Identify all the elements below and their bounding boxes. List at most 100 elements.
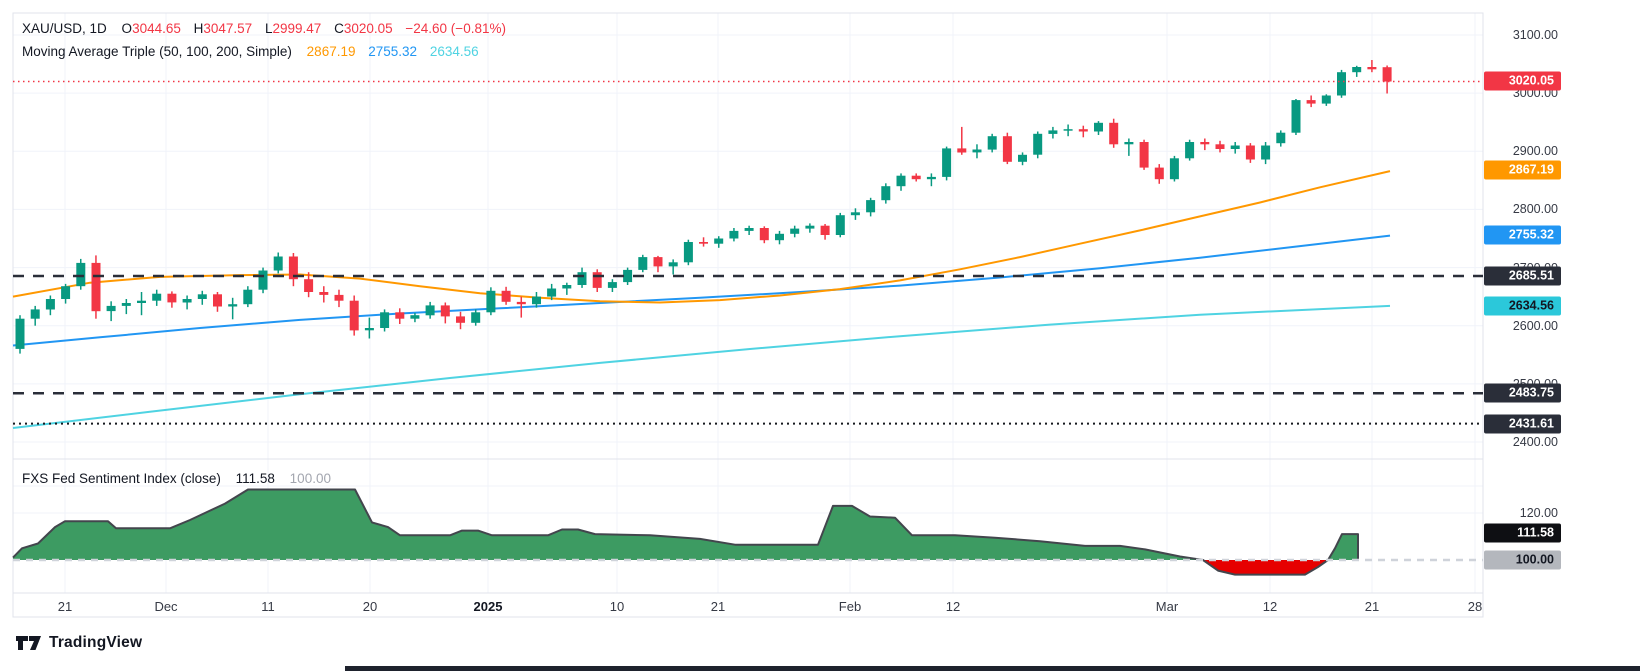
tradingview-footer[interactable]: TradingView	[15, 634, 142, 652]
sma50-line[interactable]	[12, 170, 1391, 304]
candle[interactable]	[1109, 118, 1119, 148]
candle[interactable]	[820, 224, 830, 240]
candle[interactable]	[1276, 130, 1286, 147]
candle[interactable]	[562, 282, 572, 295]
candle[interactable]	[850, 208, 860, 220]
candle[interactable]	[30, 305, 40, 326]
candle[interactable]	[45, 295, 55, 316]
time-axis-label[interactable]: 12	[945, 599, 961, 614]
time-axis-label[interactable]: 21	[1364, 599, 1380, 614]
candle[interactable]	[228, 297, 238, 320]
candle[interactable]	[319, 286, 329, 303]
candle[interactable]	[1169, 155, 1179, 182]
candle[interactable]	[15, 315, 25, 354]
candle[interactable]	[957, 126, 967, 155]
candle[interactable]	[1094, 121, 1103, 135]
candle[interactable]	[926, 173, 936, 187]
sentiment-legend[interactable]: FXS Fed Sentiment Index (close) 111.58 1…	[22, 471, 331, 486]
candle[interactable]	[425, 301, 435, 319]
candle[interactable]	[243, 286, 253, 308]
candle[interactable]	[273, 252, 283, 274]
candle[interactable]	[653, 255, 663, 273]
candle[interactable]	[1306, 95, 1316, 108]
candle[interactable]	[547, 283, 557, 301]
candle[interactable]	[668, 259, 678, 275]
candle[interactable]	[501, 286, 511, 305]
symbol-legend[interactable]: XAU/USD, 1D O3044.65 H3047.57 L2999.47 C…	[22, 21, 506, 36]
time-axis-label[interactable]: 12	[1262, 599, 1278, 614]
price-axis-badge[interactable]: 2755.32	[1484, 225, 1561, 245]
time-axis-label[interactable]: 10	[609, 599, 625, 614]
candle[interactable]	[516, 296, 526, 318]
candle[interactable]	[456, 311, 465, 330]
candle[interactable]	[744, 225, 754, 235]
candle[interactable]	[987, 133, 997, 153]
candle[interactable]	[881, 183, 891, 204]
candle[interactable]	[349, 295, 359, 336]
candle[interactable]	[1154, 164, 1164, 184]
sentiment-area-positive[interactable]	[13, 489, 1358, 575]
candle[interactable]	[440, 302, 450, 324]
candle[interactable]	[729, 228, 739, 242]
candle[interactable]	[364, 317, 374, 339]
candle[interactable]	[638, 254, 648, 273]
candle[interactable]	[805, 223, 815, 233]
candle[interactable]	[334, 289, 344, 308]
candle[interactable]	[1230, 142, 1240, 154]
time-axis-label[interactable]: 21	[57, 599, 73, 614]
price-axis-badge[interactable]: 2483.75	[1484, 383, 1561, 403]
candle[interactable]	[1139, 139, 1149, 170]
candle[interactable]	[1033, 131, 1043, 159]
candle[interactable]	[1382, 65, 1392, 94]
candle[interactable]	[1078, 125, 1088, 138]
candle[interactable]	[577, 267, 587, 288]
candle[interactable]	[197, 290, 207, 305]
candle[interactable]	[866, 197, 876, 217]
candle[interactable]	[258, 267, 268, 294]
sma100-line[interactable]	[12, 234, 1391, 347]
candle[interactable]	[1367, 60, 1377, 73]
price-axis-badge[interactable]: 111.58	[1484, 523, 1561, 543]
time-axis-label[interactable]: 2025	[473, 599, 503, 614]
price-axis-badge[interactable]: 2867.19	[1484, 160, 1561, 180]
candle[interactable]	[942, 146, 952, 181]
candle[interactable]	[137, 292, 146, 316]
candle[interactable]	[790, 225, 800, 238]
candle[interactable]	[213, 292, 222, 312]
time-axis-label[interactable]: 28	[1467, 599, 1483, 614]
candle[interactable]	[1321, 94, 1331, 106]
candle[interactable]	[1291, 99, 1301, 135]
candle[interactable]	[486, 287, 496, 316]
candle[interactable]	[1124, 138, 1134, 156]
candle[interactable]	[683, 239, 693, 266]
candle[interactable]	[835, 212, 845, 238]
candle[interactable]	[775, 230, 784, 245]
time-axis-label[interactable]: Feb	[838, 599, 862, 614]
candle[interactable]	[699, 237, 708, 247]
candle[interactable]	[410, 312, 420, 323]
candle[interactable]	[1018, 152, 1027, 166]
candle[interactable]	[182, 295, 192, 310]
candle[interactable]	[1185, 139, 1195, 161]
candle[interactable]	[532, 292, 541, 308]
candle[interactable]	[1352, 65, 1362, 77]
candle[interactable]	[167, 291, 177, 308]
candle[interactable]	[1063, 124, 1073, 137]
candle[interactable]	[972, 144, 982, 159]
candle[interactable]	[380, 309, 390, 332]
candle[interactable]	[623, 267, 633, 285]
price-axis-badge[interactable]: 2431.61	[1484, 414, 1561, 434]
candle[interactable]	[1200, 138, 1210, 151]
price-axis-badge[interactable]: 100.00	[1484, 550, 1561, 570]
time-axis-label[interactable]: Dec	[154, 599, 178, 614]
candle[interactable]	[288, 253, 298, 287]
candle[interactable]	[759, 226, 769, 244]
candle[interactable]	[91, 255, 101, 319]
candle[interactable]	[121, 299, 131, 315]
sma200-line[interactable]	[12, 304, 1391, 429]
candle[interactable]	[1261, 142, 1271, 165]
candle[interactable]	[1002, 132, 1012, 165]
time-axis-label[interactable]: Mar	[1155, 599, 1179, 614]
candle[interactable]	[76, 258, 86, 290]
